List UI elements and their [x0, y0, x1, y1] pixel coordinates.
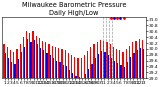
Bar [11, 62, 12, 78]
Bar [88, 69, 89, 78]
Bar [23, 37, 24, 78]
Bar [24, 47, 25, 78]
Bar [48, 44, 50, 78]
Bar [7, 47, 8, 78]
Bar [111, 58, 112, 78]
Bar [130, 57, 131, 78]
Bar [64, 50, 66, 78]
Bar [37, 44, 38, 78]
Bar [120, 65, 122, 78]
Bar [103, 41, 104, 78]
Bar [75, 76, 77, 78]
Bar [92, 64, 93, 78]
Bar [14, 64, 16, 78]
Bar [50, 55, 51, 78]
Bar [139, 39, 140, 78]
Bar [116, 49, 117, 78]
Bar [95, 58, 96, 78]
Bar [46, 53, 48, 78]
Bar [117, 63, 118, 78]
Bar [85, 74, 86, 78]
Bar [122, 52, 124, 78]
Bar [56, 61, 57, 78]
Bar [27, 39, 28, 78]
Bar [59, 62, 60, 78]
Bar [8, 58, 9, 78]
Bar [17, 59, 19, 78]
Bar [30, 42, 32, 78]
Bar [140, 48, 141, 78]
Bar [53, 58, 54, 78]
Bar [90, 47, 92, 78]
Bar [34, 40, 35, 78]
Bar [3, 44, 5, 78]
Bar [71, 55, 72, 78]
Bar [87, 51, 88, 78]
Bar [84, 55, 85, 78]
Bar [69, 70, 70, 78]
Bar [133, 53, 135, 78]
Bar [13, 52, 14, 78]
Bar [72, 73, 73, 78]
Bar [100, 40, 101, 78]
Bar [110, 44, 111, 78]
Bar [29, 33, 30, 78]
Bar [124, 67, 125, 78]
Bar [129, 46, 130, 78]
Bar [40, 48, 41, 78]
Bar [97, 42, 98, 78]
Bar [74, 57, 75, 78]
Bar [81, 58, 82, 78]
Bar [5, 53, 6, 78]
Bar [45, 42, 46, 78]
Bar [106, 42, 108, 78]
Bar [119, 50, 120, 78]
Bar [98, 54, 99, 78]
Bar [32, 31, 34, 78]
Bar [55, 47, 56, 78]
Bar [77, 58, 79, 78]
Bar [127, 62, 128, 78]
Bar [143, 49, 144, 78]
Bar [52, 46, 53, 78]
Bar [58, 48, 59, 78]
Bar [20, 44, 21, 78]
Bar [79, 77, 80, 78]
Bar [42, 41, 43, 78]
Bar [126, 49, 127, 78]
Bar [113, 47, 114, 78]
Bar [26, 31, 27, 78]
Bar [68, 53, 69, 78]
Bar [66, 66, 67, 78]
Bar [132, 42, 133, 78]
Bar [142, 40, 143, 78]
Bar [136, 50, 138, 78]
Bar [10, 50, 11, 78]
Bar [135, 41, 136, 78]
Title: Milwaukee Barometric Pressure
Daily High/Low: Milwaukee Barometric Pressure Daily High… [22, 2, 126, 16]
Bar [114, 61, 115, 78]
Bar [36, 36, 37, 78]
Bar [16, 49, 17, 78]
Bar [43, 50, 44, 78]
Bar [63, 65, 64, 78]
Bar [108, 55, 109, 78]
Bar [104, 52, 106, 78]
Bar [61, 49, 63, 78]
Bar [101, 51, 102, 78]
Bar [39, 38, 40, 78]
Bar [21, 52, 22, 78]
Bar [93, 44, 95, 78]
